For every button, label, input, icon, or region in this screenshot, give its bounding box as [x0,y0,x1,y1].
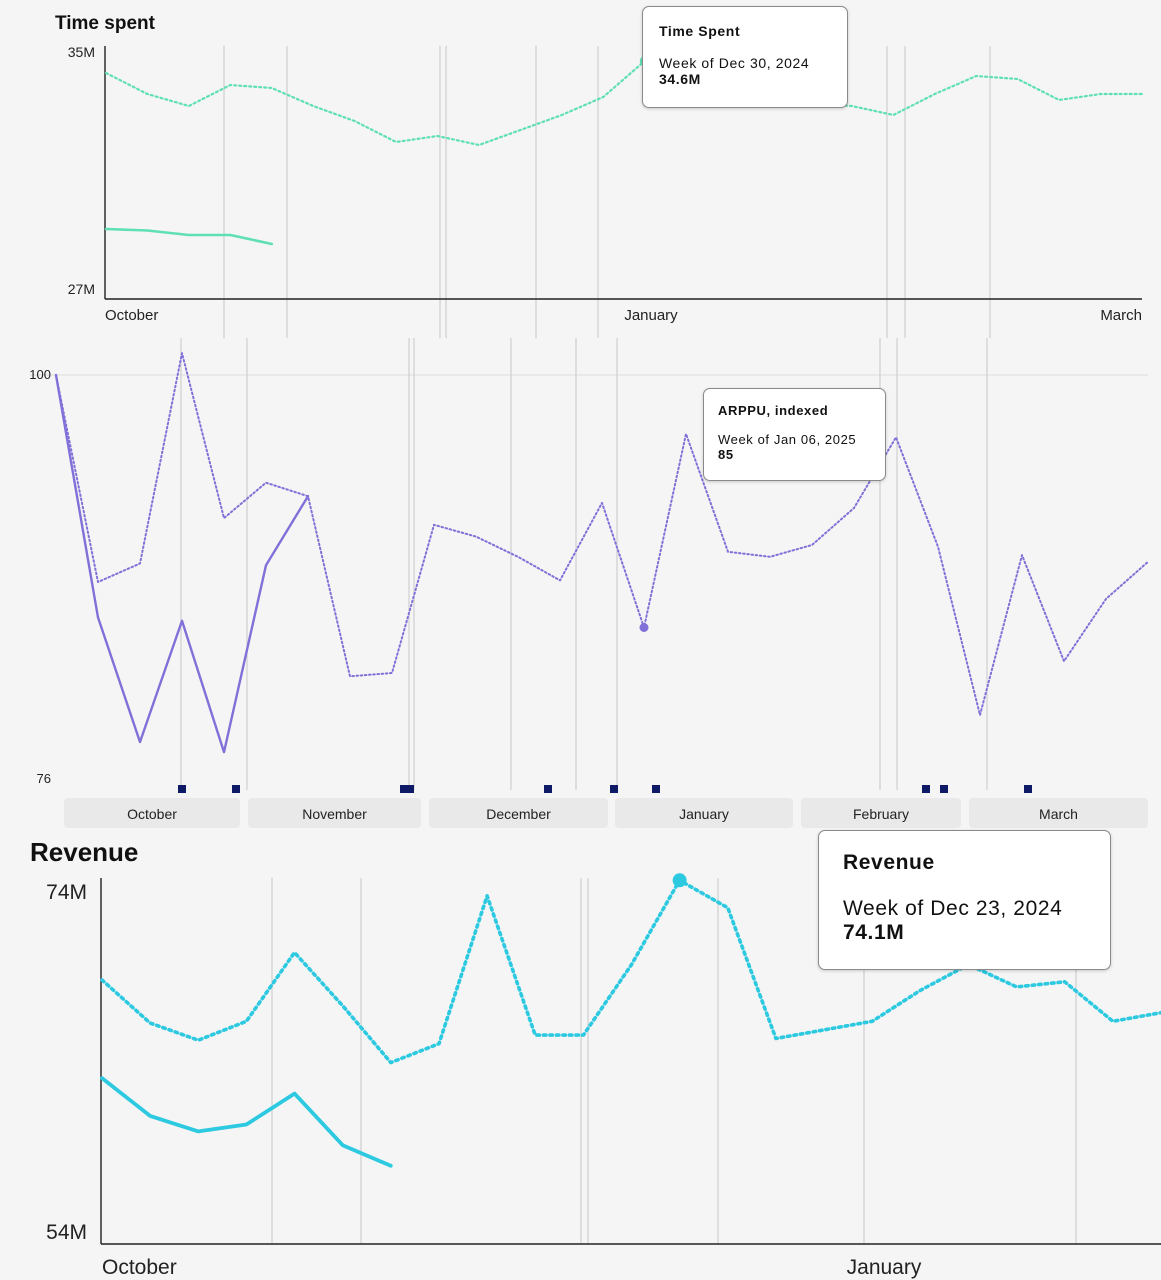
x-tick-label: January [679,806,729,822]
x-tick-label: February [853,806,909,822]
time-spent-chart: 35M 27M October January March [68,44,1144,338]
x-tick-label: December [486,806,551,822]
time-spent-tooltip: Time Spent Week of Dec 30, 2024 34.6M [642,6,848,108]
series-line-solid [100,1076,393,1168]
y-tick-label: 74M [46,881,87,904]
x-tick-label: January [847,1256,922,1279]
x-tick-label: October [102,1256,177,1279]
series-line-dotted [55,352,1149,716]
event-marker [544,785,552,793]
tooltip-value: 34.6M [659,71,701,87]
tooltip-week: Week of Dec 23, 2024 [843,897,1063,920]
y-tick-label: 100 [29,367,51,382]
month-pill [615,798,793,828]
month-pill [248,798,421,828]
event-marker [400,785,408,793]
month-pill [801,798,961,828]
event-marker [652,785,660,793]
arppu-chart: 100 76 October November December January Febru… [29,338,1149,828]
month-pill [429,798,608,828]
y-tick-label: 27M [68,281,95,297]
event-marker [406,785,414,793]
x-tick-label: October [105,307,158,324]
time-spent-title: Time spent [55,13,155,34]
event-marker [922,785,930,793]
event-marker [178,785,186,793]
x-tick-label: March [1039,806,1078,822]
tooltip-week: Week of Dec 30, 2024 [659,55,810,71]
y-tick-label: 35M [68,44,95,60]
event-marker [1024,785,1032,793]
series-line-dotted [104,59,1144,147]
tooltip-week: Week of Jan 06, 2025 [718,432,857,447]
revenue-panel: Revenue 74M 54M October January Revenue Wee… [0,828,1161,1280]
tooltip-value: 85 [718,447,734,462]
x-tick-label: November [302,806,367,822]
event-marker [610,785,618,793]
tooltip-title: ARPPU, indexed [718,403,829,418]
month-pill [969,798,1148,828]
arppu-panel: 100 76 October November December January Febru… [0,338,1161,828]
event-marker [232,785,240,793]
series-line-solid [54,373,310,754]
tooltip-title: Time Spent [659,23,741,39]
tooltip-title: Revenue [843,851,935,874]
x-tick-label: January [624,307,678,324]
event-marker [940,785,948,793]
hover-point [639,623,649,632]
x-tick-label: March [1100,307,1142,324]
tooltip-value: 74.1M [843,921,905,944]
y-tick-label: 54M [46,1221,87,1244]
series-line-solid [104,227,274,246]
y-tick-label: 76 [37,771,51,786]
hover-point [672,873,687,888]
revenue-title: Revenue [30,837,139,867]
x-tick-label: October [127,806,177,822]
series-line-dotted [100,878,1161,1065]
arppu-tooltip: ARPPU, indexed Week of Jan 06, 2025 85 [703,388,886,481]
month-pill [64,798,240,828]
revenue-tooltip: Revenue Week of Dec 23, 2024 74.1M [818,830,1111,970]
time-spent-panel: Time spent 35M 27M October January March Tim… [0,0,1161,338]
